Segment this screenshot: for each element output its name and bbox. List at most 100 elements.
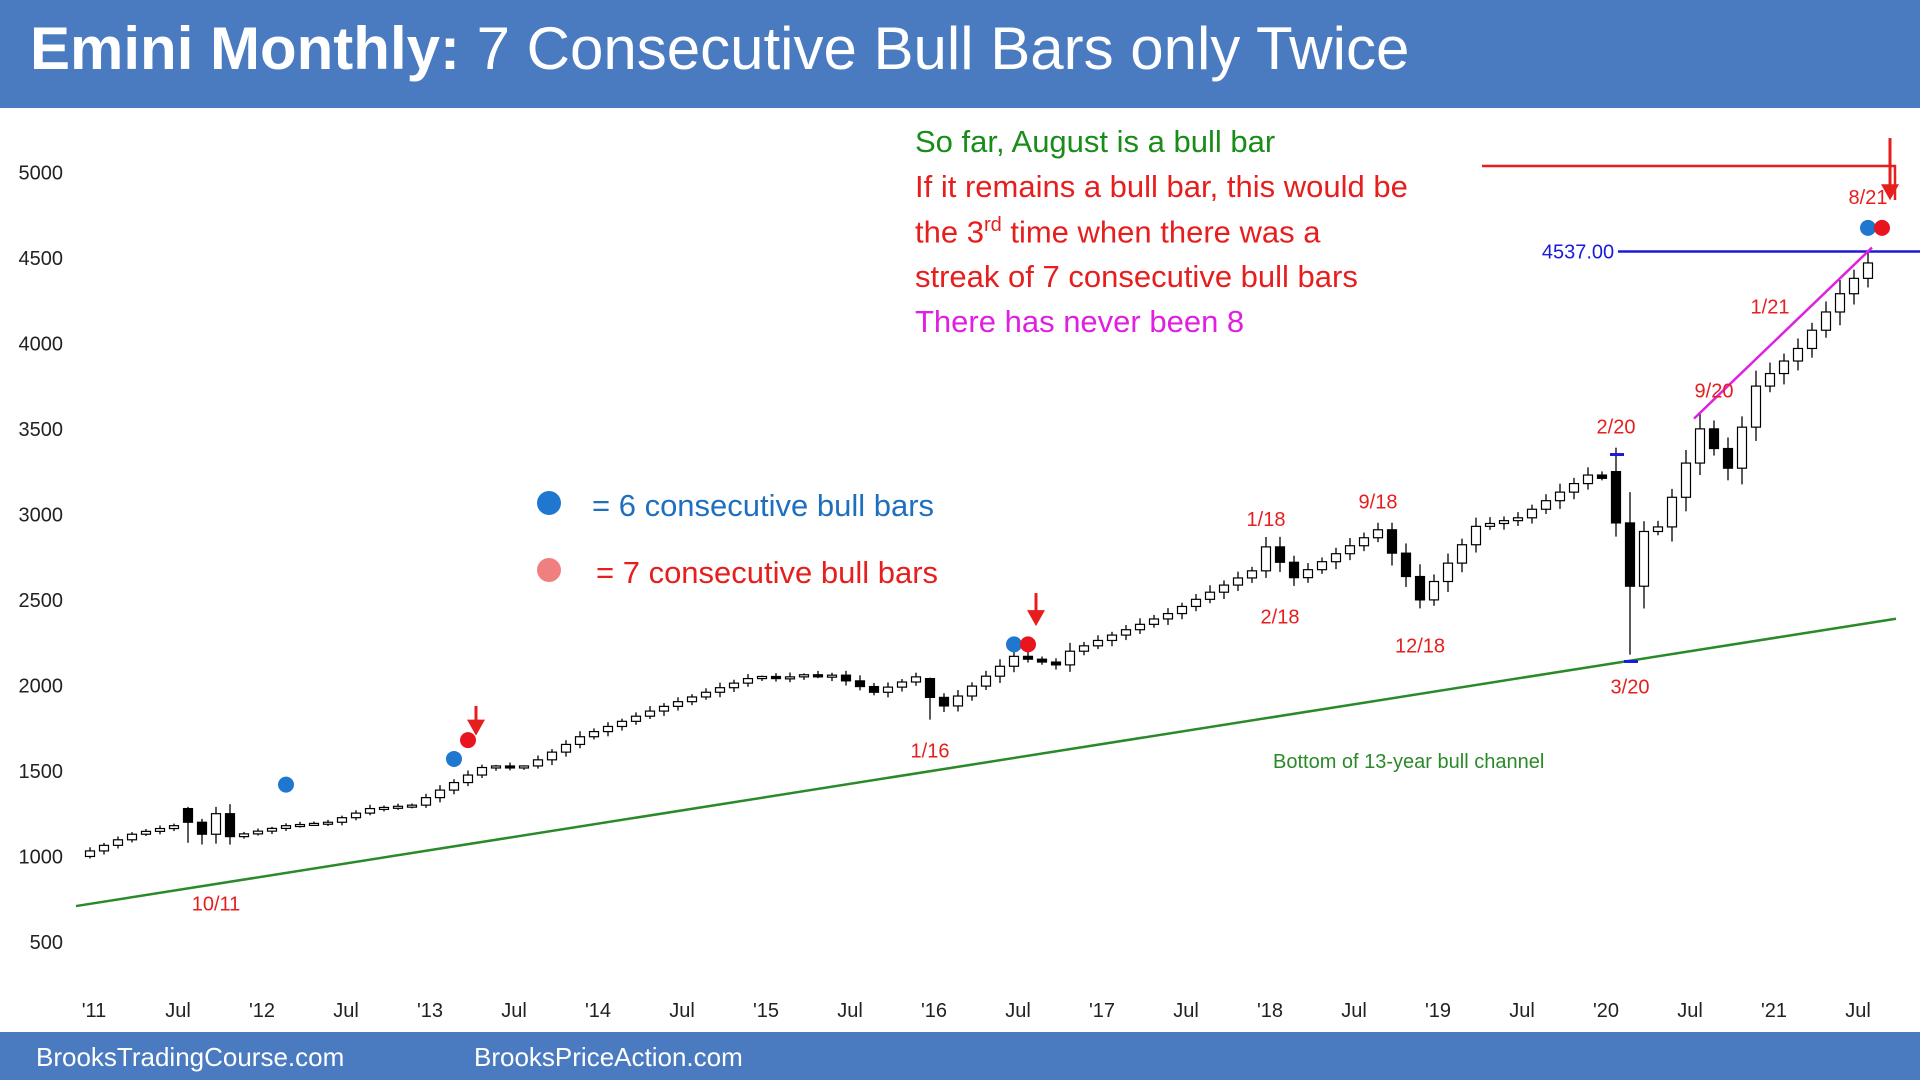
candle (1106, 631, 1118, 647)
candle (1568, 477, 1580, 500)
y-tick-label: 1000 (19, 846, 64, 868)
candle (1512, 512, 1524, 526)
candle-body (1484, 522, 1496, 527)
candle (1778, 353, 1790, 385)
candle-body (630, 715, 642, 722)
candle-body (476, 766, 488, 776)
x-tick-label: Jul (1677, 1000, 1703, 1022)
candle-body (1302, 569, 1314, 579)
candle (1736, 416, 1748, 485)
x-tick-label: '12 (249, 1000, 275, 1022)
candle-body (238, 833, 250, 838)
candle-body (448, 781, 460, 791)
candle-body (1582, 474, 1594, 485)
x-tick-label: Jul (1845, 1000, 1871, 1022)
footer-right-link[interactable]: BrooksPriceAction.com (474, 1042, 743, 1072)
candle-body (1806, 329, 1818, 350)
legend-seven-label: = 7 consecutive bull bars (596, 555, 939, 590)
candle (560, 740, 572, 757)
candle-body (658, 705, 670, 712)
candle-body (1470, 525, 1482, 546)
candle (1414, 564, 1426, 609)
candle (196, 818, 208, 845)
candle-body (1764, 372, 1776, 387)
candle (798, 673, 810, 680)
candle (700, 688, 712, 700)
candle (1358, 532, 1370, 552)
candle-body (182, 807, 194, 823)
bar-date-label: 1/16 (911, 741, 950, 763)
x-tick-label: '11 (82, 1000, 107, 1022)
x-tick-label: '15 (753, 1000, 779, 1022)
seven-bull-marker (1874, 219, 1890, 236)
candle (1036, 656, 1048, 665)
candle-body (1498, 520, 1510, 525)
candle (882, 682, 894, 698)
annotation-connector (1482, 164, 1897, 200)
candle (532, 755, 544, 769)
candle (252, 828, 264, 836)
candle (1176, 602, 1188, 620)
candle-body (504, 765, 516, 769)
bar-date-label: 2/20 (1597, 416, 1636, 438)
candle-body (1078, 645, 1090, 652)
candle-body (602, 725, 614, 733)
candle-body (1736, 426, 1748, 469)
x-tick-label: Jul (669, 1000, 695, 1022)
candle (518, 765, 530, 770)
candle (490, 764, 502, 771)
trendline-label: Bottom of 13-year bull channel (1273, 751, 1544, 773)
candle (350, 810, 362, 821)
note-third-post: time when there was a (1001, 214, 1321, 250)
candle-body (126, 833, 138, 841)
candle-body (1274, 546, 1286, 563)
x-tick-label: '13 (417, 1000, 443, 1022)
candle (238, 831, 250, 839)
down-arrow-head (1027, 610, 1045, 627)
x-tick-label: '21 (1761, 1000, 1787, 1022)
candle-body (1134, 623, 1146, 631)
down-arrow-head (467, 719, 485, 736)
candle (378, 805, 390, 812)
candle-body (1526, 508, 1538, 519)
candle-body (1442, 562, 1454, 583)
candle-body (1064, 650, 1076, 666)
y-tick-label: 1500 (19, 761, 64, 783)
candle (336, 815, 348, 826)
candle-body (812, 674, 824, 678)
y-tick-label: 5000 (19, 162, 64, 184)
bar-date-label: 1/21 (1751, 297, 1790, 319)
candle-body (1638, 530, 1650, 587)
candle (770, 673, 782, 682)
candle-body (1512, 517, 1524, 522)
candle-body (672, 701, 684, 707)
candle-body (196, 821, 208, 835)
note-third-pre: the 3 (915, 214, 984, 250)
candle (840, 670, 852, 686)
candle (420, 793, 432, 808)
resistance-value-label: 4537.00 (1542, 241, 1614, 263)
candle-body (1554, 491, 1566, 502)
candle-body (532, 759, 544, 767)
candle (322, 819, 334, 827)
candle-body (868, 685, 880, 693)
candle-body (1568, 482, 1580, 493)
candle (1652, 520, 1664, 536)
candle-body (728, 682, 740, 689)
candle-body (616, 720, 628, 728)
candle (1624, 492, 1636, 655)
x-tick-label: '20 (1593, 1000, 1619, 1022)
title-bold: Emini Monthly: (30, 15, 460, 82)
candle (1330, 547, 1342, 570)
candle-body (840, 674, 852, 682)
candle-body (700, 691, 712, 698)
candle (1064, 642, 1076, 672)
candle (392, 803, 404, 810)
legend-six-label: = 6 consecutive bull bars (592, 488, 935, 523)
bar-date-label: 9/20 (1695, 381, 1734, 403)
candle (1204, 585, 1216, 604)
note-if-remains: If it remains a bull bar, this would be (915, 169, 1408, 204)
candle (1638, 521, 1650, 609)
bar-date-label: 9/18 (1359, 492, 1398, 514)
footer-left-link[interactable]: BrooksTradingCourse.com (36, 1042, 345, 1072)
